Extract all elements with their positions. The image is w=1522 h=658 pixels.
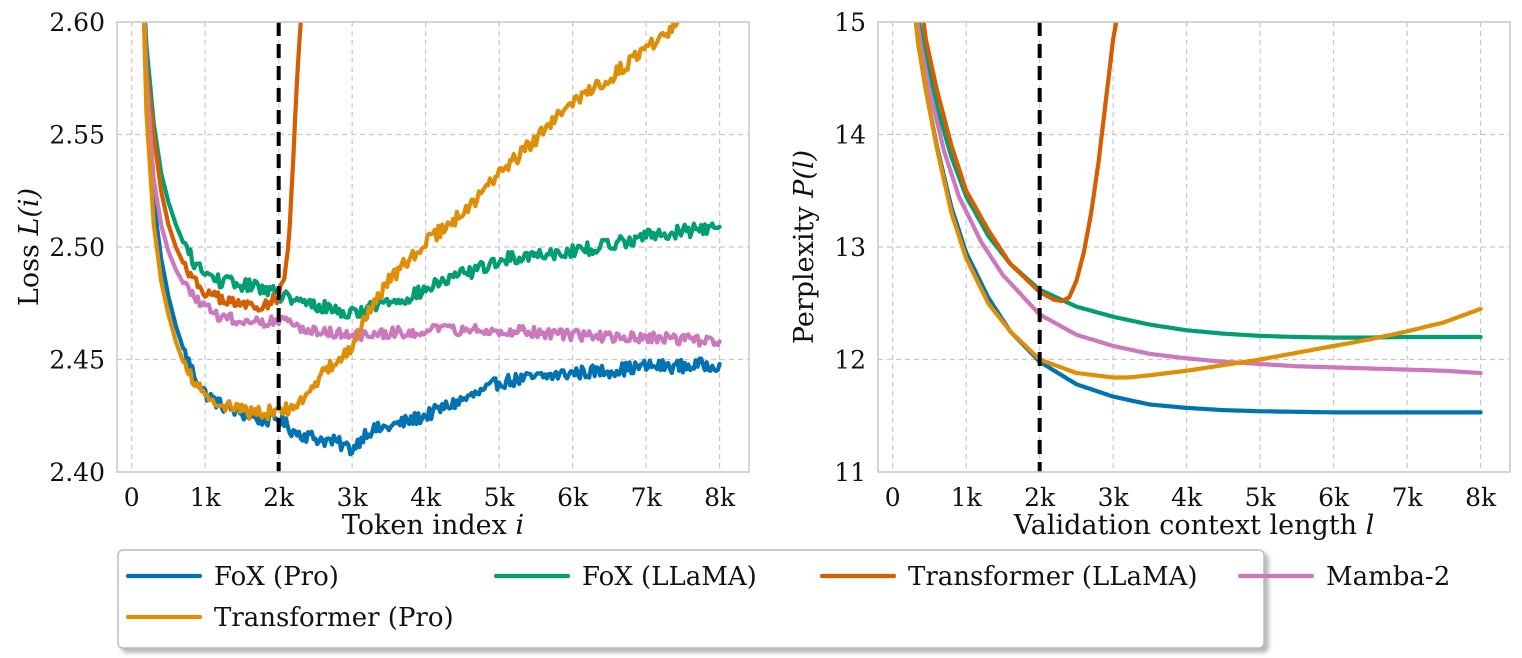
legend-item: FoX (LLaMA) (493, 562, 757, 592)
loss-chart-xtick-label: 6k (557, 483, 589, 512)
perplexity-chart-xtick-label: 5k (1245, 483, 1277, 512)
loss-chart-series-fox_llama (143, 22, 722, 320)
loss-chart-xtick-label: 3k (337, 483, 369, 512)
loss-chart-ticks: 0 1k 2k 3k 4k 5k 6k 7k 8k 2.40 2.45 2.50 2.55 2.60 (49, 8, 736, 512)
loss-chart-ytick-label: 2.55 (49, 121, 105, 150)
perplexity-chart-xtick-label: 7k (1392, 483, 1424, 512)
perplexity-chart-xlabel: Validation context length l (1013, 510, 1375, 541)
perplexity-chart-xtick-label: 1k (951, 483, 983, 512)
legend-item: Mamba-2 (1237, 562, 1450, 592)
loss-chart-ytick-label: 2.40 (49, 458, 105, 487)
perplexity-chart-series-transformer_pro (913, 22, 1483, 380)
legend-item: Transformer (LLaMA) (819, 562, 1198, 592)
legend: FoX (Pro) FoX (LLaMA) Transformer (LLaMA… (117, 549, 1450, 649)
loss-chart-series (141, 22, 722, 457)
perplexity-chart-ytick-label: 15 (834, 8, 866, 37)
loss-chart-xtick-label: 0 (124, 483, 140, 512)
loss-chart-ytick-label: 2.60 (49, 8, 105, 37)
loss-chart-series-fox_pro (142, 22, 722, 457)
perplexity-chart-xtick-label: 4k (1171, 483, 1203, 512)
legend-label: Transformer (Pro) (214, 603, 454, 633)
legend-box (117, 549, 1265, 649)
legend-item: FoX (Pro) (125, 562, 339, 592)
perplexity-chart-series (913, 22, 1483, 415)
loss-chart: 0 1k 2k 3k 4k 5k 6k 7k 8k 2.40 2.45 2.50 2.55 2.60 To… (14, 8, 750, 541)
legend-label: FoX (Pro) (214, 562, 339, 592)
loss-chart-series-transformer_pro (141, 22, 681, 422)
perplexity-chart-ytick-label: 14 (834, 121, 866, 150)
perplexity-chart-grid (878, 21, 1510, 473)
legend-item: Transformer (Pro) (125, 603, 454, 633)
loss-chart-frame (116, 21, 750, 473)
perplexity-chart: 0 1k 2k 3k 4k 5k 6k 7k 8k 11 12 13 14 15 Validation c… (789, 8, 1511, 541)
loss-chart-ytick-label: 2.50 (49, 233, 105, 262)
loss-chart-xtick-label: 2k (263, 483, 295, 512)
perplexity-chart-ticks: 0 1k 2k 3k 4k 5k 6k 7k 8k 11 12 13 14 15 (834, 8, 1497, 512)
perplexity-chart-frame (877, 21, 1511, 473)
perplexity-chart-ytick-label: 11 (834, 458, 866, 487)
perplexity-chart-series-fox_llama (916, 22, 1483, 340)
perplexity-chart-xtick-label: 2k (1024, 483, 1056, 512)
legend-label: Transformer (LLaMA) (908, 562, 1198, 592)
loss-chart-ylabel: Loss L(i) (14, 188, 45, 306)
perplexity-chart-xtick-label: 0 (885, 483, 901, 512)
loss-chart-series-transformer_llama (142, 22, 303, 313)
perplexity-chart-series-transformer_llama (921, 22, 1119, 304)
loss-chart-xtick-label: 5k (484, 483, 516, 512)
perplexity-chart-xtick-label: 6k (1318, 483, 1350, 512)
perplexity-chart-ytick-label: 13 (834, 233, 866, 262)
perplexity-chart-series-fox_pro (913, 22, 1483, 415)
legend-label: FoX (LLaMA) (582, 562, 757, 592)
loss-chart-series-mamba2 (142, 22, 722, 348)
perplexity-chart-series-mamba2 (915, 22, 1483, 376)
loss-chart-xtick-label: 7k (631, 483, 663, 512)
loss-chart-xlabel: Token index i (342, 510, 524, 541)
perplexity-chart-ytick-label: 12 (834, 346, 866, 375)
loss-chart-xtick-label: 4k (410, 483, 442, 512)
loss-chart-xtick-label: 8k (704, 483, 736, 512)
legend-label: Mamba-2 (1326, 562, 1450, 592)
perplexity-chart-xtick-label: 3k (1098, 483, 1130, 512)
loss-chart-ytick-label: 2.45 (49, 346, 105, 375)
loss-chart-xtick-label: 1k (190, 483, 222, 512)
perplexity-chart-ylabel: Perplexity P(l) (789, 150, 820, 344)
perplexity-chart-xtick-label: 8k (1465, 483, 1497, 512)
